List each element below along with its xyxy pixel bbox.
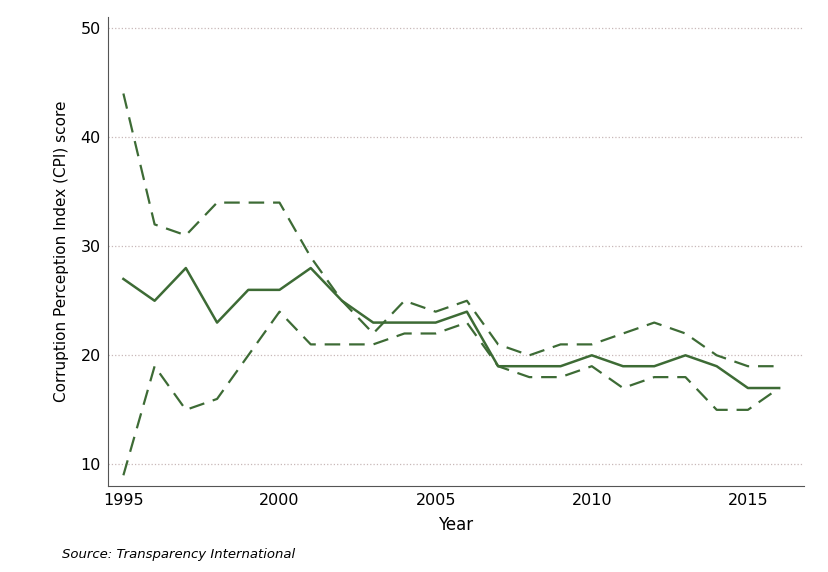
Text: Source: Transparency International: Source: Transparency International: [62, 548, 295, 561]
Y-axis label: Corruption Perception Index (CPI) score: Corruption Perception Index (CPI) score: [55, 101, 70, 403]
X-axis label: Year: Year: [438, 517, 473, 534]
